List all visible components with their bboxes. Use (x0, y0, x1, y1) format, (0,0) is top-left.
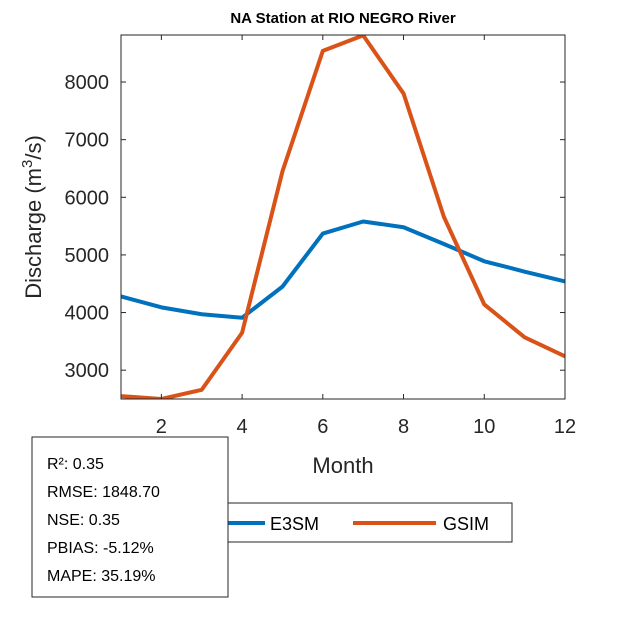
x-tick-label: 2 (156, 416, 167, 438)
x-tick-label: 4 (237, 416, 248, 438)
y-tick-label: 6000 (65, 187, 110, 209)
series-layer (121, 35, 565, 399)
plot-area (120, 34, 566, 400)
stats-mape: MAPE: 35.19% (47, 568, 156, 585)
x-tick-label: 12 (554, 416, 576, 438)
series-line-gsim (121, 35, 565, 399)
x-tick-label: 6 (317, 416, 328, 438)
y-tick-label: 4000 (65, 303, 110, 325)
stats-annotation: R²: 0.35 RMSE: 1848.70 NSE: 0.35 PBIAS: … (31, 436, 229, 598)
axes-background (121, 35, 565, 399)
stats-box (31, 436, 229, 598)
chart-title: NA Station at RIO NEGRO River (230, 10, 455, 27)
stats-nse: NSE: 0.35 (47, 512, 120, 529)
legend-label-e3sm: E3SM (270, 514, 319, 534)
stats-pbias: PBIAS: -5.12% (47, 540, 154, 557)
y-tick-label: 3000 (65, 360, 110, 382)
x-axis-label: Month (312, 453, 373, 478)
y-tick-label: 7000 (65, 130, 110, 152)
axes-box (120, 34, 566, 400)
ticks (121, 35, 566, 399)
legend: E3SM GSIM (199, 502, 513, 543)
y-tick-label: 5000 (65, 245, 110, 267)
x-tick-label: 8 (398, 416, 409, 438)
y-axis-label-tail: /s) (21, 135, 46, 159)
stats-rmse: RMSE: 1848.70 (47, 484, 160, 501)
series-line-e3sm (121, 219, 565, 320)
y-tick-label: 8000 (65, 72, 110, 94)
y-axis-label-sup: 3 (19, 160, 36, 168)
x-tick-label: 10 (473, 416, 495, 438)
stats-r2: R²: 0.35 (47, 456, 104, 473)
y-axis-label-main: Discharge (m (21, 168, 46, 299)
legend-label-gsim: GSIM (443, 514, 489, 534)
y-axis-label: Discharge (m3/s) (19, 135, 46, 299)
